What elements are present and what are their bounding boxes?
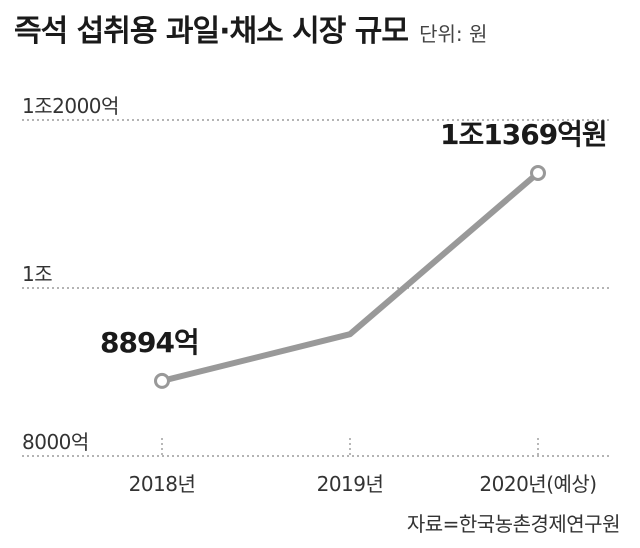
unit-label: 단위: 원 bbox=[419, 22, 488, 46]
chart-title-area: 즉석 섭취용 과일·채소 시장 규모 단위: 원 bbox=[14, 6, 487, 50]
data-label: 8894억 bbox=[100, 325, 200, 359]
y-tick-label: 1조 bbox=[22, 262, 53, 286]
y-tick-label: 1조2000억 bbox=[22, 94, 119, 118]
data-label: 1조1369억원 bbox=[440, 118, 608, 151]
data-point bbox=[530, 165, 546, 182]
data-point bbox=[154, 372, 170, 389]
y-tick-label: 8000억 bbox=[22, 430, 89, 454]
x-tick-label: 2018년 bbox=[128, 472, 196, 496]
series-line bbox=[159, 170, 541, 384]
source-note: 자료=한국농촌경제연구원 bbox=[406, 512, 621, 536]
x-tick-label: 2020년(예상) bbox=[479, 472, 597, 496]
chart-title: 즉석 섭취용 과일·채소 시장 규모 bbox=[14, 14, 409, 49]
x-tick-label: 2019년 bbox=[316, 472, 384, 496]
